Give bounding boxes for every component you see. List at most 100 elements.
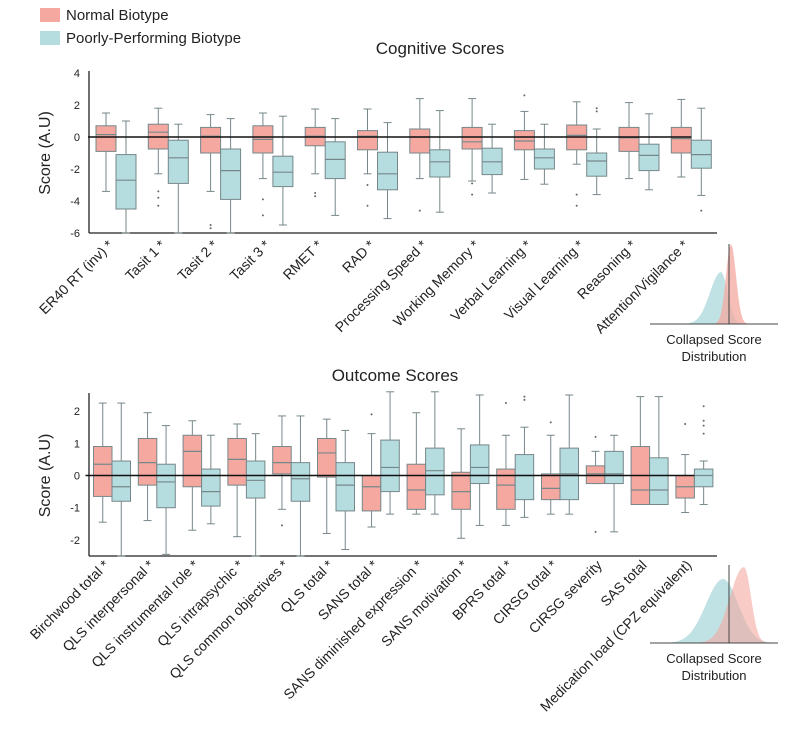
box-poor-8	[533, 123, 555, 185]
outlier-point	[261, 214, 264, 217]
box-poor-0	[111, 402, 131, 557]
box-poor-5	[335, 429, 355, 551]
box-iqr	[200, 126, 222, 154]
box-iqr	[245, 460, 266, 499]
box-poor-9	[586, 107, 608, 196]
outlier-point	[314, 195, 317, 198]
box-normal-6	[361, 413, 382, 528]
box-poor-8	[469, 394, 490, 526]
box-iqr	[514, 454, 535, 501]
y-tick-label: 0	[74, 132, 80, 144]
box-iqr	[137, 437, 158, 486]
box-normal-3	[252, 112, 274, 217]
box-iqr	[425, 447, 445, 496]
box-iqr	[604, 450, 624, 485]
outlier-point	[684, 422, 687, 425]
outlier-point	[702, 432, 705, 435]
outlier-point	[594, 530, 597, 533]
box-iqr	[638, 143, 660, 172]
box-iqr	[513, 130, 535, 151]
outlier-point	[157, 196, 160, 199]
outlier-point	[157, 204, 160, 207]
category-label: Working Memory *	[390, 236, 483, 329]
outlier-point	[209, 224, 212, 226]
box-poor-2	[220, 118, 242, 234]
box-iqr	[461, 126, 483, 150]
category-label: ER40 RT (inv) *	[36, 236, 117, 317]
box-normal-10	[618, 102, 640, 180]
category-label: Tasit 2 *	[174, 236, 221, 283]
box-iqr	[95, 125, 117, 152]
box-poor-1	[156, 425, 176, 555]
box-iqr	[220, 148, 242, 200]
box-poor-0	[115, 120, 137, 234]
y-axis-label: Score (A.U)	[37, 434, 54, 518]
box-normal-5	[357, 108, 378, 207]
outlier-point	[523, 398, 526, 401]
box-iqr	[201, 468, 221, 507]
box-normal-4	[272, 415, 292, 527]
outlier-point	[280, 524, 283, 527]
outlier-point	[702, 424, 705, 427]
box-iqr	[541, 473, 561, 501]
collapsed-score-distribution-inset: Collapsed Score Distribution	[650, 565, 778, 683]
box-normal-13	[675, 422, 695, 514]
box-iqr	[93, 446, 113, 497]
box-iqr	[335, 462, 355, 512]
box-normal-7	[406, 412, 427, 515]
box-poor-7	[425, 391, 445, 515]
category-label: RMET *	[280, 236, 326, 282]
box-poor-9	[514, 395, 535, 518]
outlier-point	[418, 209, 421, 212]
chart-title: Outcome Scores	[332, 366, 459, 385]
legend-label-1: Poorly-Performing Biotype	[66, 30, 241, 47]
box-poor-3	[245, 433, 266, 557]
box-poor-10	[559, 394, 579, 515]
box-normal-6	[409, 98, 431, 212]
box-iqr	[406, 463, 427, 510]
box-iqr	[156, 463, 176, 509]
y-tick-label: 1	[74, 438, 80, 450]
box-poor-4	[290, 415, 311, 557]
box-poor-6	[380, 391, 400, 515]
legend: Normal Biotype Poorly-Performing Biotype	[40, 7, 241, 47]
category-label: Attention/Vigilance *	[592, 236, 692, 336]
box-iqr	[227, 437, 247, 486]
category-label: Processing Speed *	[332, 236, 431, 335]
box-iqr	[409, 128, 431, 154]
box-normal-10	[541, 421, 561, 515]
box-poor-3	[272, 115, 294, 226]
box-poor-1	[167, 123, 189, 234]
outlier-point	[702, 405, 705, 408]
y-tick-label: 2	[74, 406, 80, 418]
legend-label-0: Normal Biotype	[66, 7, 169, 24]
box-iqr	[693, 468, 714, 488]
box-iqr	[586, 152, 608, 177]
outlier-point	[523, 94, 526, 97]
category-label: Tasit 3 *	[226, 236, 273, 283]
box-poor-7	[481, 123, 503, 194]
box-normal-5	[317, 418, 337, 534]
box-iqr	[290, 462, 311, 502]
y-tick-label: -4	[70, 196, 80, 208]
box-iqr	[380, 439, 400, 493]
box-normal-0	[93, 402, 113, 523]
outlier-point	[595, 107, 598, 110]
box-poor-2	[201, 434, 221, 525]
box-iqr	[272, 155, 294, 188]
box-iqr	[618, 126, 640, 152]
box-iqr	[377, 151, 398, 191]
box-normal-0	[95, 112, 117, 192]
category-label: Birchwood total *	[27, 556, 113, 642]
outlier-point	[523, 395, 526, 398]
outlier-point	[594, 435, 597, 438]
chart-0: Cognitive Scores Score (A.U) 4 2 0 -2 -4 -6ER40…	[36, 39, 778, 364]
outlier-point	[314, 192, 317, 194]
outlier-point	[575, 204, 578, 207]
y-tick-label: 4	[74, 68, 80, 80]
outlier-point	[702, 419, 705, 422]
box-normal-8	[451, 428, 471, 539]
box-poor-13	[693, 405, 714, 505]
density-normal	[650, 567, 778, 643]
box-iqr	[670, 126, 692, 154]
